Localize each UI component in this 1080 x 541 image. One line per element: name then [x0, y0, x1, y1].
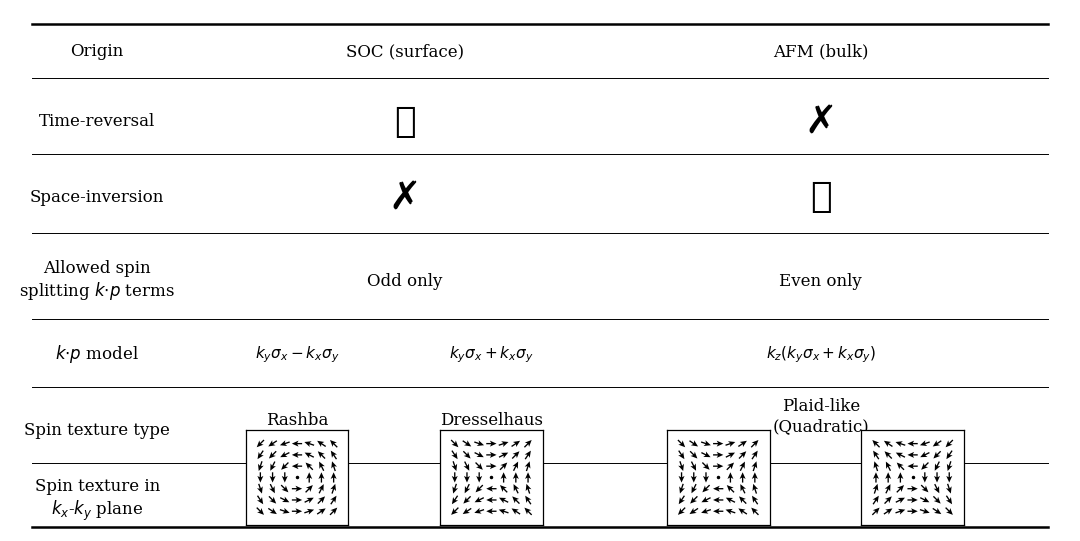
Text: $k$$\cdot$$p$ model: $k$$\cdot$$p$ model [55, 344, 139, 365]
Text: Plaid-like
(Quadratic): Plaid-like (Quadratic) [772, 398, 869, 435]
Text: Even only: Even only [780, 273, 862, 290]
Text: Space-inversion: Space-inversion [30, 189, 164, 206]
Text: Spin texture type: Spin texture type [24, 421, 171, 439]
Text: Origin: Origin [70, 43, 124, 60]
Text: Rashba
(Linear): Rashba (Linear) [264, 412, 330, 448]
Text: $k_y\sigma_x - k_x\sigma_y$: $k_y\sigma_x - k_x\sigma_y$ [255, 344, 339, 365]
Text: Odd only: Odd only [367, 273, 443, 290]
Text: SOC (surface): SOC (surface) [346, 43, 464, 60]
Text: $(k_z < 0)$: $(k_z < 0)$ [887, 443, 939, 460]
Text: ✗: ✗ [805, 103, 837, 141]
Text: Dresselhaus
(Linear): Dresselhaus (Linear) [440, 412, 543, 448]
Text: Time-reversal: Time-reversal [39, 113, 156, 130]
Text: Allowed spin
splitting $k$$\cdot$$p$ terms: Allowed spin splitting $k$$\cdot$$p$ ter… [19, 260, 175, 302]
Text: $k_z(k_y\sigma_x + k_x\sigma_y)$: $k_z(k_y\sigma_x + k_x\sigma_y)$ [766, 344, 876, 365]
Text: Spin texture in
$k_x$-$k_y$ plane: Spin texture in $k_x$-$k_y$ plane [35, 478, 160, 523]
Text: AFM (bulk): AFM (bulk) [773, 43, 868, 60]
Text: $(k_z > 0)$: $(k_z > 0)$ [692, 443, 744, 460]
Text: ✓: ✓ [810, 181, 832, 214]
Text: ✓: ✓ [394, 105, 416, 138]
Text: $k_y\sigma_x + k_x\sigma_y$: $k_y\sigma_x + k_x\sigma_y$ [449, 344, 534, 365]
Text: ✗: ✗ [389, 179, 421, 216]
